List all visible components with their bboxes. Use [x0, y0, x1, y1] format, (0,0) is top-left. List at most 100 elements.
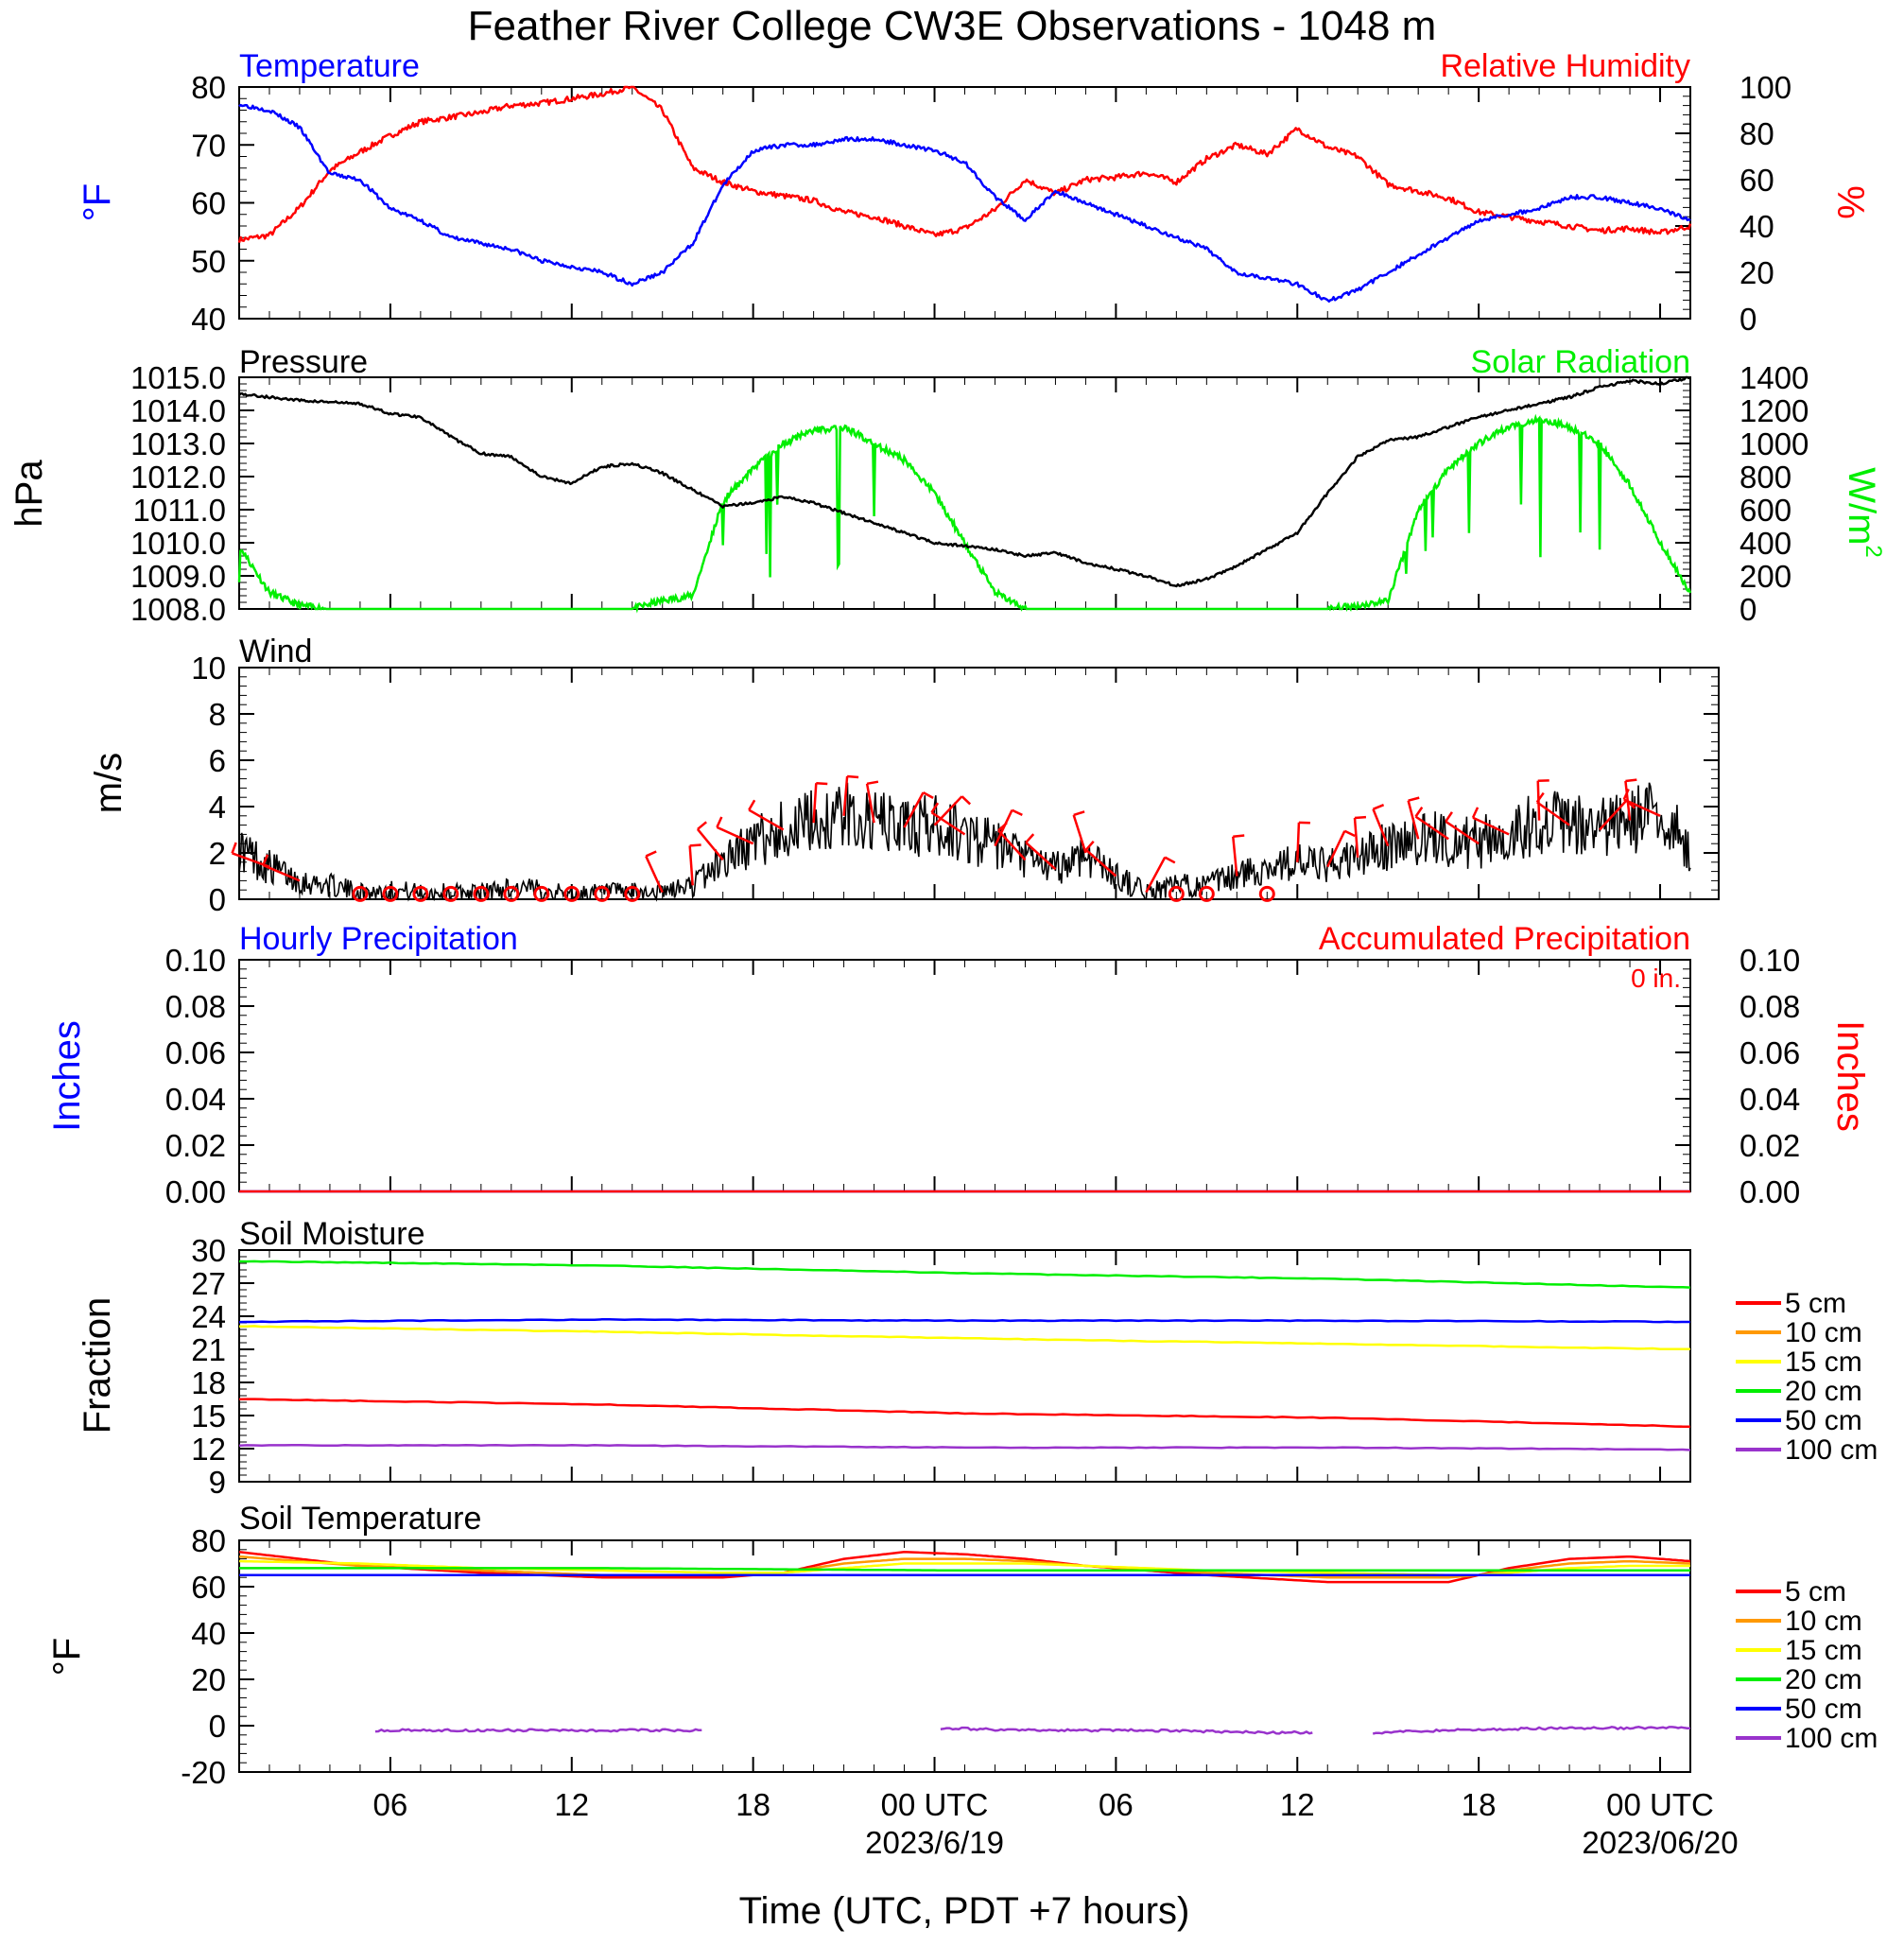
soil-moisture-axis-tick-label: 18 [191, 1365, 226, 1400]
rh-axis-tick-label: 20 [1740, 255, 1774, 290]
legend-label: 10 cm [1785, 1317, 1862, 1348]
panel-frame [238, 959, 1691, 1192]
wind-barb [997, 829, 1027, 861]
calm-wind-marker [624, 885, 641, 902]
wind-barb [1414, 815, 1449, 841]
soil-moisture-line [238, 1325, 1691, 1351]
solar-axis-tick-label: 0 [1740, 592, 1757, 627]
wind-barb [1536, 801, 1570, 826]
soil-temp-line [238, 1555, 1691, 1579]
rh-axis-tick-label: 60 [1740, 163, 1774, 198]
wind-barb-flag [645, 850, 657, 858]
calm-wind-marker [594, 885, 611, 902]
relative-humidity-title: Relative Humidity [1440, 48, 1690, 84]
wind-barb-flag [997, 822, 1008, 832]
temperature-title: Temperature [239, 48, 420, 84]
solar-axis-tick-label: 400 [1740, 526, 1791, 561]
solar-axis-tick-label: 1400 [1740, 360, 1809, 395]
legend-label: 100 cm [1785, 1434, 1878, 1466]
wind-barb-flag [922, 791, 934, 799]
wind-barb [696, 828, 724, 861]
wind-axis-tick-label: 0 [209, 882, 226, 917]
wind-barb-flag [930, 802, 940, 813]
soil-temp-axis-tick-label: 60 [191, 1570, 226, 1605]
x-date-label: 2023/06/20 [1582, 1825, 1738, 1860]
legend-label: 15 cm [1785, 1635, 1862, 1666]
legend-label: 10 cm [1785, 1606, 1862, 1637]
wind-barb [1407, 800, 1420, 840]
soil-moisture-axis-tick-label: 30 [191, 1233, 226, 1268]
soil-temp-line [940, 1726, 1313, 1735]
soil-temp-axis-tick-label: 80 [191, 1523, 226, 1558]
wind-barb [1372, 808, 1390, 847]
pressure-axis-tick-label: 1010.0 [130, 526, 226, 561]
wind-barb-flag [1625, 778, 1637, 783]
x-tick-label: 12 [1280, 1787, 1315, 1822]
rh-axis-tick-label: 40 [1740, 209, 1774, 244]
soil-temp-line [239, 1567, 1690, 1572]
hourly-precip-axis-tick-label: 0.04 [165, 1082, 226, 1117]
soil-moisture-axis-tick-label: 24 [191, 1299, 226, 1334]
wind-barb [1072, 814, 1087, 854]
soil-temp-axis-tick-label: -20 [181, 1755, 226, 1790]
calm-wind-marker [1198, 885, 1215, 902]
pressure-axis-tick-label: 1012.0 [130, 460, 226, 495]
soil-moisture-line [238, 1260, 1691, 1289]
wind-barb-flag [816, 781, 828, 786]
wind-axis-tick-label: 10 [191, 651, 226, 686]
rh-unit: % [1829, 185, 1871, 219]
x-tick-label: 18 [736, 1787, 770, 1822]
pressure-axis-tick-label: 1013.0 [130, 426, 226, 461]
wind-barb [1472, 816, 1510, 836]
calm-wind-marker [1258, 885, 1275, 902]
solar-radiation-title: Solar Radiation [1471, 344, 1690, 380]
calm-wind-marker [533, 885, 550, 902]
x-date-label: 2023/6/19 [865, 1825, 1004, 1860]
hourly-precip-axis-tick-label: 0.10 [165, 943, 226, 978]
hourly-precip-axis-tick-label: 0.06 [165, 1035, 226, 1070]
solar-unit-base: W/m [1841, 467, 1882, 545]
wind-axis-tick-label: 4 [209, 790, 226, 825]
wind-barb-flag [1011, 808, 1023, 816]
panel-frame [238, 86, 1691, 320]
calm-wind-marker [352, 885, 369, 902]
wind-barb-flag [262, 854, 269, 866]
soil-temp-line [238, 1551, 1691, 1584]
soil-temp-line [1372, 1726, 1691, 1735]
soil-moisture-line [238, 1398, 1690, 1428]
wind-barb-flag [1084, 840, 1095, 851]
hourly-precip-axis-tick-label: 0.08 [165, 989, 226, 1024]
wind-barb-flag [1471, 807, 1480, 819]
legend-label: 15 cm [1785, 1347, 1862, 1378]
hourly-precip-title: Hourly Precipitation [239, 921, 518, 957]
soil-moisture-unit: Fraction [77, 1297, 118, 1434]
accum-precip-axis-tick-label: 0.04 [1740, 1082, 1800, 1117]
panel-wind: Wind m/s 10 8 6 4 2 0 [88, 634, 1720, 917]
pressure-axis-tick-label: 1014.0 [130, 393, 226, 428]
wind-barb [903, 791, 925, 828]
wind-barb [1353, 817, 1359, 858]
wind-barb-flag [748, 799, 756, 811]
soil-moisture-line [238, 1317, 1690, 1324]
accum-precip-note: 0 in. [1631, 964, 1681, 993]
legend-label: 20 cm [1785, 1664, 1862, 1695]
wind-barb-flag [1233, 834, 1245, 838]
wind-barb-flag [697, 821, 707, 830]
rh-axis-tick-label: 80 [1740, 116, 1774, 151]
calm-wind-marker [503, 885, 520, 902]
accum-precip-axis-tick-label: 0.10 [1740, 943, 1800, 978]
soil-temp-axis-tick-label: 0 [209, 1709, 226, 1744]
wind-barb [716, 825, 754, 845]
wind-barb-flag [1343, 829, 1356, 838]
solar-axis-tick-label: 600 [1740, 493, 1791, 528]
panel-frame [238, 667, 1720, 900]
wind-barb-flag [1373, 804, 1385, 810]
soil-moisture-axis-tick-label: 9 [209, 1465, 226, 1500]
wind-barb [1445, 820, 1480, 845]
wind-barb-flag [1622, 789, 1630, 800]
pressure-axis-tick-label: 1008.0 [130, 592, 226, 627]
legend-label: 5 cm [1785, 1288, 1846, 1319]
wind-barb [1025, 842, 1057, 871]
wind-barb [645, 855, 664, 894]
